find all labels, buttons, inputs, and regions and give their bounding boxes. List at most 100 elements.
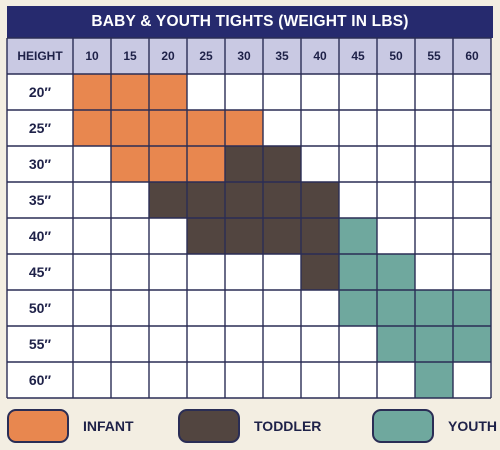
size-cell-youth xyxy=(339,218,377,254)
size-cell-empty xyxy=(339,110,377,146)
weight-column-header: 45 xyxy=(351,49,365,63)
size-cell-youth xyxy=(377,326,415,362)
weight-column-header: 15 xyxy=(123,49,137,63)
size-cell-empty xyxy=(453,146,491,182)
size-cell-youth xyxy=(377,290,415,326)
size-cell-youth xyxy=(415,326,453,362)
size-cell-empty xyxy=(111,218,149,254)
size-cell-toddler xyxy=(225,146,263,182)
height-label-cell xyxy=(7,146,73,182)
size-cell-empty xyxy=(415,110,453,146)
weight-column-header: 10 xyxy=(85,49,99,63)
size-cell-youth xyxy=(339,254,377,290)
size-cell-empty xyxy=(263,74,301,110)
weight-column-header: 35 xyxy=(275,49,289,63)
size-cell-empty xyxy=(111,182,149,218)
size-cell-toddler xyxy=(187,182,225,218)
size-cell-empty xyxy=(263,110,301,146)
height-row-label: 20″ xyxy=(29,84,52,100)
size-cell-empty xyxy=(453,182,491,218)
height-header: HEIGHT xyxy=(17,49,63,63)
size-cell-empty xyxy=(263,326,301,362)
size-cell-empty xyxy=(339,74,377,110)
size-cell-empty xyxy=(301,110,339,146)
weight-column-header: 55 xyxy=(427,49,441,63)
weight-column-header: 30 xyxy=(237,49,251,63)
size-cell-toddler xyxy=(263,218,301,254)
legend: INFANT TODDLER YOUTH xyxy=(0,406,500,450)
size-cell-toddler xyxy=(187,218,225,254)
legend-item-toddler: TODDLER xyxy=(178,409,321,443)
size-cell-empty xyxy=(301,362,339,398)
height-row-label: 35″ xyxy=(29,192,52,208)
size-cell-empty xyxy=(149,290,187,326)
legend-swatch-youth xyxy=(372,409,434,443)
legend-label-toddler: TODDLER xyxy=(254,418,322,434)
weight-column-header: 50 xyxy=(389,49,403,63)
height-label-cell xyxy=(7,326,73,362)
size-cell-empty xyxy=(149,362,187,398)
weight-column-header: 25 xyxy=(199,49,213,63)
size-cell-toddler xyxy=(225,218,263,254)
weight-column-header: 40 xyxy=(313,49,327,63)
size-cell-toddler xyxy=(149,182,187,218)
legend-item-infant: INFANT xyxy=(7,409,134,443)
height-label-cell xyxy=(7,290,73,326)
size-cell-empty xyxy=(187,326,225,362)
size-cell-toddler xyxy=(225,182,263,218)
size-cell-empty xyxy=(263,290,301,326)
size-cell-empty xyxy=(73,290,111,326)
size-cell-empty xyxy=(301,326,339,362)
height-label-cell xyxy=(7,218,73,254)
size-cell-empty xyxy=(415,146,453,182)
size-cell-empty xyxy=(339,182,377,218)
size-cell-empty xyxy=(187,362,225,398)
size-cell-youth xyxy=(415,362,453,398)
legend-label-youth: YOUTH xyxy=(448,418,497,434)
chart-title: BABY & YOUTH TIGHTS (WEIGHT IN LBS) xyxy=(7,6,493,38)
size-cell-empty xyxy=(377,146,415,182)
size-cell-empty xyxy=(301,146,339,182)
size-cell-empty xyxy=(415,218,453,254)
size-cell-youth xyxy=(339,290,377,326)
size-cell-toddler xyxy=(301,182,339,218)
size-cell-toddler xyxy=(263,146,301,182)
legend-label-infant: INFANT xyxy=(83,418,134,434)
size-cell-empty xyxy=(111,326,149,362)
size-cell-empty xyxy=(187,254,225,290)
size-cell-infant xyxy=(111,110,149,146)
size-cell-infant xyxy=(187,146,225,182)
size-cell-empty xyxy=(377,182,415,218)
size-cell-infant xyxy=(149,74,187,110)
size-cell-empty xyxy=(339,326,377,362)
height-row-label: 50″ xyxy=(29,300,52,316)
size-cell-empty xyxy=(111,290,149,326)
height-label-cell xyxy=(7,362,73,398)
height-row-label: 30″ xyxy=(29,156,52,172)
size-cell-empty xyxy=(111,254,149,290)
size-cell-youth xyxy=(453,290,491,326)
size-cell-toddler xyxy=(301,254,339,290)
height-label-cell xyxy=(7,110,73,146)
height-row-label: 25″ xyxy=(29,120,52,136)
weight-column-header: 20 xyxy=(161,49,175,63)
size-cell-toddler xyxy=(263,182,301,218)
size-cell-empty xyxy=(453,74,491,110)
size-cell-empty xyxy=(301,290,339,326)
header-row xyxy=(7,38,491,74)
height-row-label: 45″ xyxy=(29,264,52,280)
size-cell-empty xyxy=(453,110,491,146)
size-chart-grid: HEIGHT 10 15 20 25 30 35 40 45 50 55 60 20″ 25″ 30″ 35″… xyxy=(6,37,492,399)
size-cell-toddler xyxy=(301,218,339,254)
size-cell-empty xyxy=(149,326,187,362)
size-cell-youth xyxy=(415,290,453,326)
size-cell-infant xyxy=(111,74,149,110)
height-row-label: 40″ xyxy=(29,228,52,244)
size-cell-empty xyxy=(149,218,187,254)
size-cell-empty xyxy=(339,146,377,182)
size-cell-infant xyxy=(73,74,111,110)
legend-swatch-toddler xyxy=(178,409,240,443)
size-cell-empty xyxy=(453,254,491,290)
size-cell-empty xyxy=(415,74,453,110)
size-cell-empty xyxy=(73,326,111,362)
